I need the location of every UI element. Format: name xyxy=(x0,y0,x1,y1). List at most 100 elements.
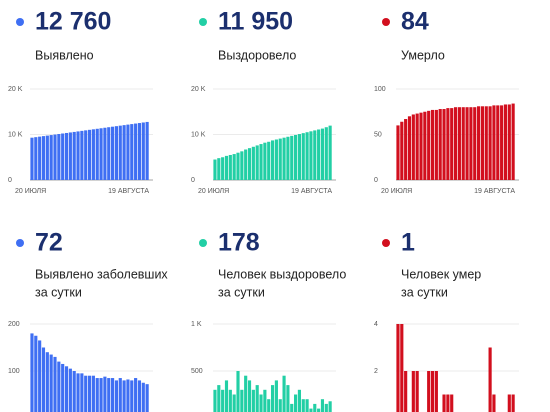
x-tick-label: 19 АВГУСТА xyxy=(474,188,515,195)
bar xyxy=(114,126,118,180)
bar xyxy=(309,131,313,180)
bar xyxy=(488,347,492,412)
bar xyxy=(87,375,92,412)
x-tick-label: 19 АВГУСТА xyxy=(108,188,149,195)
bar xyxy=(259,394,263,412)
bar xyxy=(301,399,305,412)
bar xyxy=(461,107,465,180)
bar xyxy=(91,375,95,412)
stat-label: Умерло xyxy=(401,48,445,62)
bar xyxy=(61,133,65,180)
bar xyxy=(317,129,321,180)
x-tick-label: 20 ИЮЛЯ xyxy=(198,188,229,195)
bar xyxy=(396,125,400,180)
stat-value: 72 xyxy=(35,229,63,257)
bar xyxy=(263,142,267,180)
x-tick-label: 20 ИЮЛЯ xyxy=(381,188,412,195)
bar xyxy=(446,394,450,412)
stat-label: за сутки xyxy=(35,285,82,299)
bar xyxy=(221,157,225,180)
bar xyxy=(438,109,442,180)
bar xyxy=(213,159,217,180)
y-tick-label: 20 K xyxy=(8,86,23,93)
bar xyxy=(259,144,263,180)
bar xyxy=(80,373,84,412)
bar xyxy=(294,134,298,180)
bar xyxy=(396,324,400,412)
bar xyxy=(400,324,404,412)
bar xyxy=(507,394,511,412)
bar xyxy=(45,352,49,412)
bar xyxy=(324,127,328,180)
bar xyxy=(297,134,301,180)
bar xyxy=(57,361,61,412)
bar xyxy=(294,394,298,412)
status-dot xyxy=(16,18,24,26)
bar xyxy=(240,151,244,180)
stat-label: Выявлено заболевших xyxy=(35,267,168,281)
y-tick-label: 20 K xyxy=(191,86,206,93)
bar xyxy=(122,125,126,180)
bar xyxy=(30,137,34,180)
y-tick-label: 10 K xyxy=(191,131,206,138)
bar xyxy=(434,109,438,180)
y-tick-label: 0 xyxy=(374,177,378,184)
y-tick-label: 0 xyxy=(8,177,12,184)
bar xyxy=(126,379,130,412)
bar xyxy=(247,148,252,180)
bar xyxy=(442,109,446,180)
y-tick-label: 500 xyxy=(191,368,203,375)
bar xyxy=(267,141,271,180)
y-tick-label: 1 K xyxy=(191,321,202,328)
y-tick-label: 2 xyxy=(374,368,378,375)
status-dot xyxy=(16,239,24,247)
bar xyxy=(99,128,103,180)
bar xyxy=(320,399,325,412)
bar xyxy=(118,378,122,412)
bar xyxy=(137,380,142,412)
bar xyxy=(301,133,305,180)
bar xyxy=(217,158,221,180)
bar xyxy=(228,389,232,412)
bar xyxy=(286,136,290,180)
bar xyxy=(38,340,42,412)
bar xyxy=(57,134,61,180)
stat-value: 1 xyxy=(401,229,415,257)
bar xyxy=(134,123,138,180)
bar xyxy=(328,401,332,412)
bar xyxy=(427,371,431,412)
stat-label: Выявлено xyxy=(35,48,94,62)
status-dot xyxy=(382,18,390,26)
x-tick-label: 19 АВГУСТА xyxy=(291,188,332,195)
bar xyxy=(30,333,34,412)
y-tick-label: 200 xyxy=(8,321,20,328)
bar xyxy=(91,129,95,180)
bar xyxy=(473,107,477,180)
bar xyxy=(255,385,259,412)
bar xyxy=(309,408,313,412)
bar xyxy=(305,132,309,180)
y-tick-label: 10 K xyxy=(8,131,23,138)
bar xyxy=(76,131,80,180)
bar xyxy=(324,403,328,412)
bar xyxy=(423,111,427,180)
bar xyxy=(122,380,126,412)
bar xyxy=(328,125,332,180)
bar xyxy=(484,106,488,180)
bar xyxy=(137,123,142,180)
bar xyxy=(240,389,244,412)
bar xyxy=(488,106,492,180)
bar xyxy=(38,136,42,180)
bar xyxy=(469,107,473,180)
bar xyxy=(446,108,450,180)
bar xyxy=(232,154,236,180)
stat-label: за сутки xyxy=(218,285,265,299)
bar xyxy=(255,145,259,180)
bar xyxy=(49,135,53,180)
bar xyxy=(278,399,282,412)
bar xyxy=(72,131,76,180)
y-tick-label: 100 xyxy=(374,86,386,93)
bar xyxy=(145,384,149,412)
bar xyxy=(68,132,72,180)
